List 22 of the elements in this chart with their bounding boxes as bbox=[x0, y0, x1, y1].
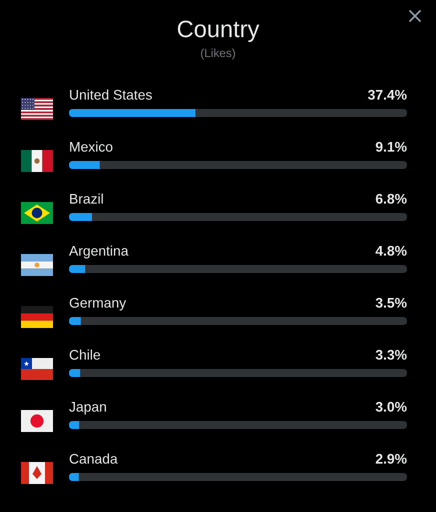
bar bbox=[69, 213, 92, 221]
data-label: 3.5% bbox=[376, 298, 407, 308]
data-label: 3.3% bbox=[376, 350, 407, 360]
y-tick-label: United States bbox=[70, 90, 152, 100]
y-tick-label: Chile bbox=[70, 350, 100, 360]
data-label: 2.9% bbox=[376, 454, 407, 464]
data-label: 9.1% bbox=[376, 142, 407, 152]
bar bbox=[69, 317, 81, 325]
y-tick-label: Canada bbox=[70, 454, 118, 464]
bar bbox=[69, 265, 86, 273]
y-tick-label: Brazil bbox=[70, 194, 103, 204]
y-tick-label: Argentina bbox=[69, 246, 128, 258]
data-label: 3.0% bbox=[376, 402, 407, 412]
y-tick-label: Japan bbox=[69, 402, 106, 414]
data-label: 37.4% bbox=[368, 90, 407, 100]
data-label: 4.8% bbox=[376, 246, 407, 256]
chart-subtitle: (Likes) bbox=[201, 48, 235, 60]
data-label: 6.8% bbox=[376, 194, 407, 204]
y-tick-label: Germany bbox=[70, 298, 126, 310]
bar bbox=[69, 161, 100, 169]
chart-title: Country bbox=[178, 20, 260, 42]
y-tick-label: Mexico bbox=[70, 142, 112, 152]
